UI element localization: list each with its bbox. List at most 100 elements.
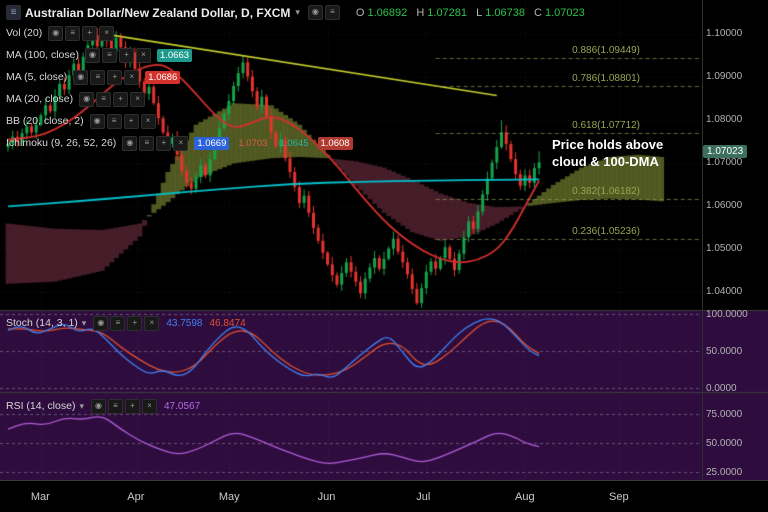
time-axis-label: Sep	[609, 491, 629, 503]
price-axis-label: 1.06000	[706, 200, 743, 212]
indicator-value: 47.0567	[163, 400, 201, 412]
price-axis-label: 1.07000	[706, 157, 743, 169]
eye-icon[interactable]: ◉	[122, 135, 138, 151]
indicator-label[interactable]: MA (5, close)	[6, 71, 68, 83]
close-icon[interactable]: ×	[141, 398, 157, 414]
stoch-axis-label: 0.0000	[706, 383, 737, 394]
time-axis-label: Aug	[515, 491, 535, 503]
indicator-label[interactable]: MA (100, close)	[6, 49, 79, 61]
symbol-title[interactable]: Australian Dollar/New Zealand Dollar, D,…	[25, 5, 291, 20]
indicator-value: 46.8474	[209, 317, 246, 329]
eye-icon[interactable]: ◉	[48, 25, 64, 41]
rsi-axis-label: 25.0000	[706, 467, 743, 479]
indicator-toolbar: ◉ ≡ + ×	[122, 135, 189, 151]
add-icon[interactable]: +	[107, 69, 123, 85]
add-icon[interactable]: +	[82, 25, 98, 41]
menu-icon[interactable]: ≡	[90, 69, 106, 85]
price-annotation-text[interactable]: Price holds above cloud & 100-DMA	[552, 137, 664, 169]
add-icon[interactable]: +	[123, 113, 139, 129]
ohlc-values: O 1.06892 H 1.07281 L 1.06738 C 1.07023	[355, 6, 585, 19]
chevron-down-icon[interactable]: ▾	[295, 7, 300, 17]
indicator-value: 1.0608	[317, 136, 353, 150]
stoch-axis-label: 100.0000	[706, 309, 748, 320]
legend-row-ma-100: MA (100, close) ◉ ≡ + × 1.0663	[6, 44, 585, 66]
time-axis-label: Jul	[416, 491, 431, 503]
indicator-label[interactable]: RSI (14, close)	[6, 400, 76, 412]
add-icon[interactable]: +	[113, 91, 129, 107]
menu-icon[interactable]: ≡	[65, 25, 81, 41]
indicator-label[interactable]: Ichimoku (9, 26, 52, 26)	[6, 137, 117, 149]
rsi-axis-label: 50.0000	[706, 438, 743, 450]
axis-divider	[702, 0, 703, 480]
chevron-down-icon[interactable]: ▾	[81, 317, 87, 328]
indicator-value: 1.0669	[194, 136, 230, 150]
fib-level-label[interactable]: 0.786(1.08801)	[572, 72, 640, 84]
add-icon[interactable]: +	[127, 315, 143, 331]
legend-row-ma-5: MA (5, close) ◉ ≡ + × 1.0686	[6, 66, 585, 88]
menu-icon[interactable]: ≡	[110, 315, 126, 331]
indicator-label[interactable]: Vol (20)	[6, 27, 43, 39]
eye-icon[interactable]: ◉	[73, 69, 89, 85]
price-axis-label: 1.04000	[706, 286, 743, 298]
indicator-value: 1.0686	[145, 70, 181, 84]
time-axis-label: Jun	[317, 491, 336, 503]
menu-icon[interactable]: ≡	[101, 47, 117, 63]
rsi-axis-label: 75.0000	[706, 408, 743, 420]
indicator-label[interactable]: Stoch (14, 3, 1)	[6, 317, 78, 329]
add-icon[interactable]: +	[118, 47, 134, 63]
indicator-value: 1.0663	[156, 48, 193, 62]
fib-level-label[interactable]: 0.886(1.09449)	[572, 45, 640, 57]
eye-icon[interactable]: ◉	[84, 47, 100, 63]
indicator-toolbar: ◉ ≡ + ×	[84, 47, 151, 63]
time-axis-label: Mar	[30, 491, 50, 503]
close-icon[interactable]: ×	[135, 47, 151, 63]
add-icon[interactable]: +	[156, 135, 172, 151]
price-axis-label: 1.08000	[706, 114, 743, 126]
close-icon[interactable]: ×	[140, 113, 156, 129]
fib-level-label[interactable]: 0.236(1.05236)	[572, 226, 640, 238]
close-icon[interactable]: ×	[130, 91, 146, 107]
eye-icon[interactable]: ◉	[89, 113, 105, 129]
stoch-axis-label: 50.0000	[706, 346, 743, 357]
indicator-toolbar: ◉ ≡ + ×	[90, 398, 157, 414]
legend-row-ichimoku: Ichimoku (9, 26, 52, 26) ◉ ≡ + × 1.0669 1.0703…	[6, 132, 585, 154]
symbol-logo-icon[interactable]: ≡	[6, 5, 21, 20]
legend-row-bb-20: BB (20, close, 2) ◉ ≡ + ×	[6, 110, 585, 132]
indicator-legend: Vol (20) ◉ ≡ + × MA (100, close) ◉ ≡ + × 1.0663 MA …	[6, 22, 585, 154]
legend-row-ma-20: MA (20, close) ◉ ≡ + ×	[6, 88, 585, 110]
legend-row-stoch: Stoch (14, 3, 1) ▾ ◉ ≡ + × 43.7598 46.8474	[6, 312, 246, 334]
close-icon[interactable]: ×	[99, 25, 115, 41]
eye-icon[interactable]: ◉	[90, 398, 106, 414]
close-icon[interactable]: ×	[124, 69, 140, 85]
fib-level-label[interactable]: 0.382(1.06182)	[572, 185, 640, 197]
menu-icon[interactable]: ≡	[107, 398, 123, 414]
price-axis-label: 1.10000	[706, 28, 743, 40]
settings-icon[interactable]: ≡	[324, 5, 340, 20]
menu-icon[interactable]: ≡	[106, 113, 122, 129]
time-axis-label: May	[218, 491, 240, 503]
add-icon[interactable]: +	[124, 398, 140, 414]
indicator-value: 43.7598	[166, 317, 203, 329]
close-icon[interactable]: ×	[173, 135, 189, 151]
eye-icon[interactable]: ◉	[79, 91, 95, 107]
symbol-row: ≡ Australian Dollar/New Zealand Dollar, …	[6, 3, 585, 22]
time-axis-label: Apr	[127, 491, 145, 503]
legend-row-vol-20: Vol (20) ◉ ≡ + ×	[6, 22, 585, 44]
chevron-down-icon[interactable]: ▾	[79, 400, 84, 411]
camera-icon[interactable]: ◉	[307, 5, 323, 20]
indicator-toolbar: ◉ ≡ + ×	[48, 25, 115, 41]
indicator-label[interactable]: BB (20, close, 2)	[6, 115, 84, 127]
fib-level-label[interactable]: 0.618(1.07712)	[572, 119, 640, 131]
legend-row-rsi: RSI (14, close) ▾ ◉ ≡ + × 47.0567	[6, 395, 200, 417]
indicator-label[interactable]: MA (20, close)	[6, 93, 74, 105]
eye-icon[interactable]: ◉	[93, 315, 109, 331]
symbol-toolbar: ◉ ≡	[307, 5, 340, 20]
time-axis[interactable]: Mar Apr May Jun Jul Aug Sep	[0, 480, 768, 512]
price-axis-label: 1.05000	[706, 243, 743, 255]
indicator-toolbar: ◉ ≡ + ×	[93, 315, 160, 331]
menu-icon[interactable]: ≡	[139, 135, 155, 151]
menu-icon[interactable]: ≡	[96, 91, 112, 107]
legend: ≡ Australian Dollar/New Zealand Dollar, …	[6, 3, 585, 154]
close-icon[interactable]: ×	[144, 315, 160, 331]
